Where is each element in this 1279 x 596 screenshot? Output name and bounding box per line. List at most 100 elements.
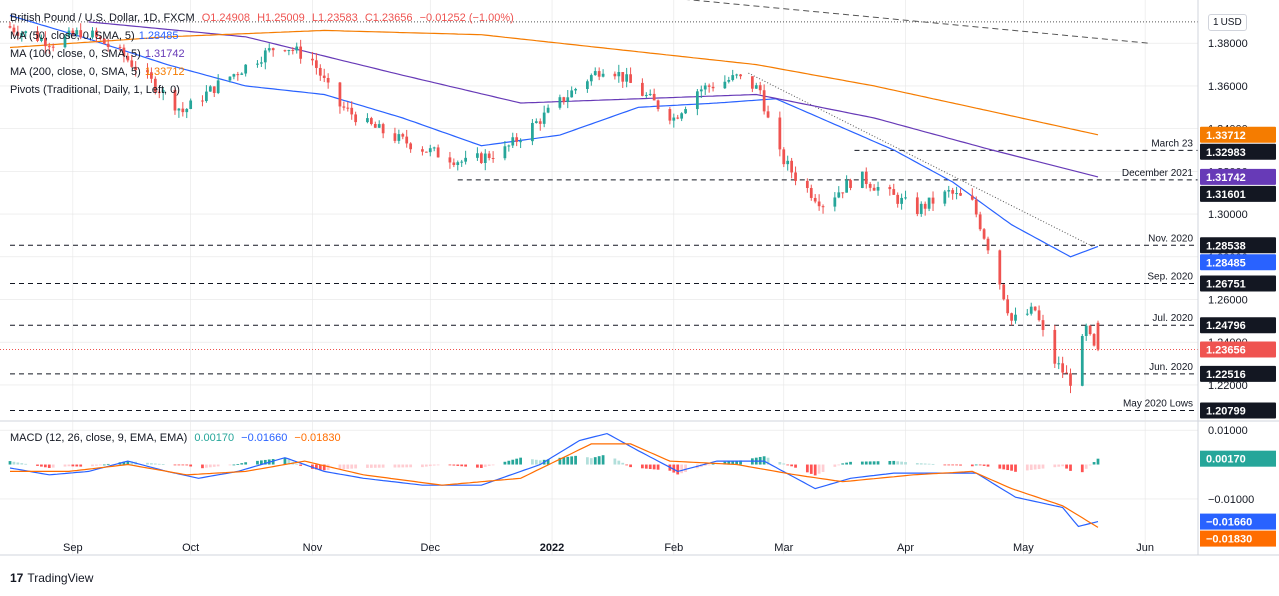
candle-body: [943, 191, 947, 204]
candle-body: [428, 148, 432, 153]
macd-hist-bar: [1080, 464, 1084, 473]
macd-hist-bar: [625, 464, 629, 466]
candle-body: [998, 250, 1002, 285]
candle-body: [1037, 310, 1041, 321]
price-label-box: [1200, 365, 1276, 382]
macd-hist-bar: [723, 461, 727, 465]
candle-body: [735, 74, 739, 76]
macd-hist-bar: [373, 464, 377, 468]
candle-body: [157, 91, 161, 94]
legend-ma200[interactable]: MA (200, close, 0, SMA, 5) 1.33712: [10, 66, 189, 79]
macd-hist-bar: [872, 461, 876, 465]
candle-body: [421, 149, 424, 152]
macd-hist-bar: [1025, 464, 1029, 471]
macd-hist-bar: [1084, 464, 1088, 469]
time-axis[interactable]: Sep Oct Nov Dec 2022 Feb Mar Apr May Jun: [0, 542, 1279, 556]
x-tick-label: Feb: [664, 542, 683, 554]
candle-body: [20, 32, 24, 36]
candle-body: [1010, 313, 1013, 321]
candle-body: [900, 197, 903, 204]
macd-hist-bar: [381, 464, 385, 468]
candle-body: [644, 94, 648, 96]
macd-hist-bar: [326, 464, 330, 471]
level-label: March 23: [1151, 138, 1193, 149]
macd-label: MACD (12, 26, close, 9, EMA, EMA): [10, 432, 188, 444]
x-tick-label: Jun: [1136, 542, 1154, 554]
trendline: [748, 72, 1095, 248]
macd-panel: [8, 432, 1100, 528]
macd-hist-bar: [519, 457, 522, 465]
macd-hist-bar: [794, 464, 797, 468]
macd-hist-bar: [401, 464, 405, 468]
macd-hist-bar: [146, 462, 149, 465]
macd-hist-bar: [931, 463, 935, 465]
macd-hist-bar: [205, 464, 208, 468]
candle-body: [668, 109, 672, 121]
macd-label-box: [1200, 450, 1276, 467]
currency-button[interactable]: 1 USD: [1208, 14, 1247, 31]
candle-body: [731, 75, 735, 81]
macd-hist-bar: [849, 461, 852, 465]
macd-hist-bar: [805, 464, 809, 473]
candle-body: [841, 192, 845, 194]
macd-hist-bar: [342, 464, 346, 470]
macd-hist-bar: [593, 457, 597, 465]
macd-hist-bar: [998, 464, 1002, 469]
legend-ma100[interactable]: MA (100, close, 0, SMA, 5) 1.31742: [10, 48, 189, 61]
x-tick-label: Sep: [63, 542, 83, 554]
candle-body: [51, 46, 55, 48]
macd-hist-bar: [896, 461, 900, 465]
ma200-value: 1.33712: [144, 66, 185, 78]
candle-body: [432, 147, 436, 149]
candle-body: [782, 149, 786, 165]
macd-hist-bar: [102, 464, 106, 466]
grid: [0, 0, 1279, 555]
macd-hist-bar: [546, 459, 550, 465]
legend-ma50[interactable]: MA (50, close, 0, SMA, 5) 1.28485: [10, 30, 182, 43]
macd-hist-bar: [173, 464, 177, 466]
tradingview-brand[interactable]: TradingView: [27, 571, 94, 585]
macd-legend[interactable]: MACD (12, 26, close, 9, EMA, EMA) 0.0017…: [10, 432, 345, 445]
macd-hist-bar: [951, 464, 955, 466]
macd-hist-bar: [366, 464, 369, 468]
legend-pivots[interactable]: Pivots (Traditional, Daily, 1, Left, 0): [10, 84, 184, 97]
candle-body: [369, 118, 373, 124]
candle-body: [424, 151, 428, 153]
candle-body: [244, 64, 248, 74]
candle-body: [476, 153, 479, 158]
level-label: Jun. 2020: [1149, 362, 1193, 373]
macd-hist-bar: [428, 464, 432, 467]
currency-count: 1: [1213, 17, 1219, 28]
candle-body: [534, 121, 538, 123]
tradingview-logo-icon: 17: [10, 571, 24, 585]
candle-body: [43, 38, 47, 47]
macd-hist-bar: [1092, 462, 1096, 465]
macd-hist-bar: [574, 455, 577, 465]
macd-hist-bar: [621, 462, 625, 465]
candle-body: [833, 197, 837, 207]
candle-body: [589, 75, 593, 82]
macd-hist-bar: [314, 464, 318, 470]
macd-hist-bar: [157, 463, 161, 465]
candle-body: [130, 60, 134, 67]
macd-hist-bar: [338, 464, 342, 470]
ma-line: [9, 14, 1099, 258]
price-axis[interactable]: 1.380001.360001.340001.320001.300001.280…: [1197, 0, 1276, 555]
price-label-box: [1200, 237, 1276, 254]
candle-body: [67, 30, 71, 37]
candle-body: [1065, 372, 1068, 374]
macd-hist-bar: [177, 464, 181, 466]
macd-hist-bar: [36, 464, 39, 466]
close-value: C1.23656: [364, 12, 413, 24]
price-label: 1.24796: [1206, 320, 1246, 332]
macd-hist-bar: [562, 457, 566, 465]
level-label: December 2021: [1122, 168, 1194, 179]
candle-body: [955, 193, 958, 195]
price-label: 1.28538: [1206, 240, 1246, 252]
candle-body: [189, 100, 193, 109]
candle-body: [896, 194, 900, 204]
candle-body: [342, 106, 346, 108]
macd-tick-label: −0.01000: [1208, 494, 1254, 506]
candle-body: [460, 161, 464, 163]
